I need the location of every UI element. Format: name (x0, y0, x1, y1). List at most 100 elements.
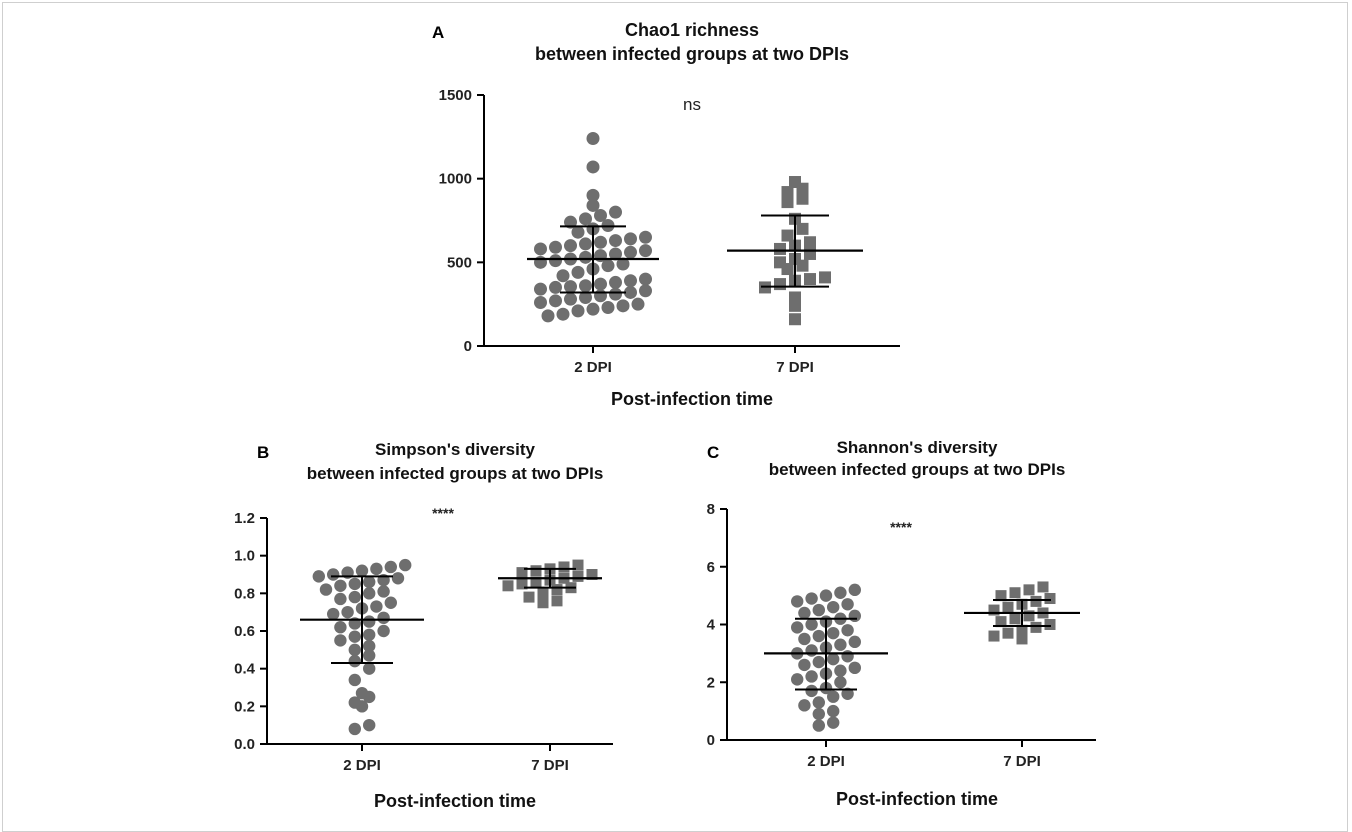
data-point (541, 309, 555, 323)
data-point (549, 294, 562, 308)
data-point (586, 198, 600, 212)
y-tick-label: 1.0 (234, 548, 255, 565)
data-point (789, 299, 801, 312)
data-point (1016, 633, 1028, 645)
chart-panel-a: A Chao1 richness between infected groups a… (432, 20, 900, 409)
data-point (363, 587, 376, 600)
data-point (586, 132, 600, 146)
chart-title: Simpson's diversity (375, 440, 535, 459)
data-point (781, 263, 794, 276)
data-point (988, 604, 1000, 616)
data-point (363, 575, 376, 589)
data-point (334, 634, 347, 647)
data-point (804, 273, 816, 286)
y-tick-label: 2 (707, 674, 715, 691)
data-point (1002, 627, 1014, 639)
data-point (624, 232, 637, 246)
data-point (348, 654, 361, 668)
data-point (579, 279, 592, 293)
data-point (579, 250, 592, 264)
data-point (798, 632, 811, 646)
data-point (789, 313, 801, 326)
data-point (812, 719, 825, 732)
data-point (579, 237, 592, 251)
data-point (586, 302, 600, 316)
data-point (363, 628, 376, 641)
significance-label: **** (432, 505, 454, 521)
data-point (348, 722, 361, 736)
data-point (812, 629, 825, 643)
data-point (624, 285, 637, 299)
data-point (549, 254, 562, 268)
data-point (812, 707, 825, 721)
data-point (796, 192, 809, 205)
data-point (834, 638, 847, 651)
data-point (827, 652, 840, 666)
data-point (1023, 584, 1035, 596)
data-point (363, 662, 376, 675)
data-point (355, 564, 369, 577)
y-tick-label: 1000 (439, 171, 472, 188)
data-point (537, 597, 549, 609)
chart-title: between infected groups at two DPIs (769, 460, 1066, 479)
data-point (551, 584, 563, 596)
y-tick-label: 0.0 (234, 736, 255, 753)
data-point (348, 673, 361, 687)
y-tick-label: 0.6 (234, 623, 255, 640)
data-point (988, 630, 1000, 642)
data-point (537, 587, 549, 599)
chart-title: Shannon's diversity (837, 438, 998, 457)
data-point (363, 615, 376, 628)
data-point (564, 292, 577, 306)
data-point (502, 580, 514, 592)
chart-panel-c: C Shannon's diversity between infected gro… (707, 438, 1096, 809)
data-point (624, 245, 637, 259)
data-point (1030, 595, 1042, 607)
data-point (805, 644, 818, 657)
data-point (601, 301, 615, 315)
y-tick-label: 0.8 (234, 585, 255, 602)
data-point (594, 235, 607, 249)
data-point (841, 598, 854, 611)
data-point (341, 605, 354, 619)
data-point (609, 287, 622, 301)
data-point (377, 611, 390, 625)
data-point (827, 690, 840, 703)
data-point (781, 186, 794, 199)
data-point (564, 239, 577, 253)
data-point (848, 583, 861, 597)
data-point (363, 718, 376, 732)
x-tick-label: 2 DPI (807, 753, 845, 770)
x-axis-label: Post-infection time (611, 389, 773, 409)
data-point (639, 284, 652, 298)
x-tick-label: 2 DPI (574, 359, 612, 376)
data-point (819, 589, 833, 602)
data-point (827, 716, 840, 729)
data-point (549, 240, 562, 254)
data-point (1009, 587, 1021, 599)
y-tick-label: 8 (707, 501, 715, 518)
chart-title: between infected groups at two DPIs (307, 464, 604, 483)
x-axis-label: Post-infection time (374, 791, 536, 811)
data-point (558, 561, 570, 573)
data-point (571, 304, 585, 318)
data-point (805, 592, 818, 605)
data-point (827, 626, 840, 640)
data-point (334, 579, 347, 592)
data-point (609, 247, 622, 261)
data-point (609, 205, 622, 219)
x-axis-label: Post-infection time (836, 789, 998, 809)
data-point (834, 664, 847, 677)
data-point (841, 624, 854, 637)
data-point (348, 643, 361, 657)
data-point (1030, 621, 1042, 633)
data-point (1002, 601, 1014, 613)
chart-panel-b: B Simpson's diversity between infected gro… (234, 440, 613, 811)
chart-title: between infected groups at two DPIs (535, 44, 849, 64)
data-point (363, 690, 376, 704)
data-point (348, 630, 361, 643)
data-point (594, 289, 607, 303)
y-tick-label: 0 (707, 732, 715, 749)
data-point (834, 586, 847, 599)
